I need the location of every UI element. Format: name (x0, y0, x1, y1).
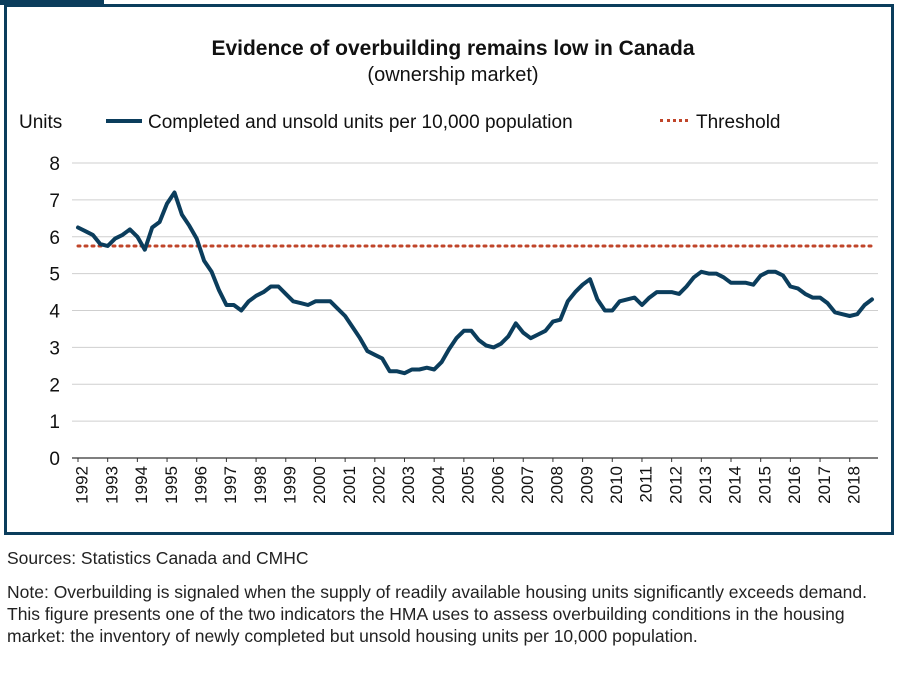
x-tick-label-1992: 1992 (73, 466, 92, 504)
x-tick-label-2016: 2016 (785, 466, 804, 504)
line-chart: 0 1 2 3 4 5 6 7 8 1992 1993 1994 1995 1996 1997 1998 199… (49, 154, 878, 504)
x-tick-label-1996: 1996 (191, 466, 210, 504)
y-tick-label-6: 6 (49, 228, 60, 249)
legend-item-series: Completed and unsold units per 10,000 po… (106, 112, 573, 134)
series-line-completed-unsold (76, 190, 874, 376)
y-tick-label-2: 2 (49, 375, 60, 396)
x-tick-label-1995: 1995 (162, 466, 181, 504)
note-text: Note: Overbuilding is signaled when the … (7, 582, 867, 646)
corner-tab (0, 0, 104, 5)
y-tick-label-5: 5 (49, 265, 60, 286)
x-tick-label-1994: 1994 (132, 466, 151, 504)
x-tick-label-2004: 2004 (429, 466, 448, 504)
legend-item-threshold: Threshold (660, 112, 781, 134)
x-tick-label-2000: 2000 (310, 466, 329, 504)
y-tick-label-0: 0 (49, 449, 60, 470)
x-tick-label-2011: 2011 (637, 466, 656, 503)
x-tick-label-2018: 2018 (844, 466, 863, 504)
y-tick-label-4: 4 (49, 302, 60, 323)
chart-frame (4, 4, 894, 535)
x-tick-label-2015: 2015 (755, 466, 774, 504)
y-tick-label-3: 3 (49, 338, 60, 359)
y-tick-label-1: 1 (49, 412, 60, 433)
x-tick-label-2012: 2012 (666, 466, 685, 504)
x-tick-label-2013: 2013 (696, 466, 715, 504)
legend-label-series: Completed and unsold units per 10,000 po… (148, 112, 573, 133)
x-tick-label-1998: 1998 (251, 466, 270, 504)
x-tick-label-2008: 2008 (548, 466, 567, 504)
x-tick-label-2007: 2007 (518, 466, 537, 504)
legend-line-swatch (106, 118, 142, 123)
x-tick-label-2002: 2002 (370, 466, 389, 504)
x-tick-label-2017: 2017 (815, 466, 834, 504)
x-tick-label-2010: 2010 (607, 466, 626, 504)
chart-subtitle: (ownership market) (367, 64, 539, 86)
x-tick-label-2001: 2001 (340, 466, 359, 504)
x-tick-label-2005: 2005 (459, 466, 478, 504)
chart-title: Evidence of overbuilding remains low in … (211, 37, 695, 60)
x-tick-label-2014: 2014 (726, 466, 745, 504)
x-tick-label-2006: 2006 (488, 466, 507, 504)
x-tick-label-2009: 2009 (577, 466, 596, 504)
y-axis-label: Units (19, 112, 63, 133)
x-tick-label-1997: 1997 (221, 466, 240, 504)
x-tick-label-1993: 1993 (102, 466, 121, 504)
x-tick-label-1999: 1999 (280, 466, 299, 504)
legend-label-threshold: Threshold (696, 112, 781, 133)
x-tick-label-2003: 2003 (399, 466, 418, 504)
y-tick-label-8: 8 (49, 154, 60, 175)
y-tick-label-7: 7 (49, 191, 60, 212)
legend-dotted-swatch (660, 119, 688, 123)
sources-text: Sources: Statistics Canada and CMHC (7, 548, 309, 568)
